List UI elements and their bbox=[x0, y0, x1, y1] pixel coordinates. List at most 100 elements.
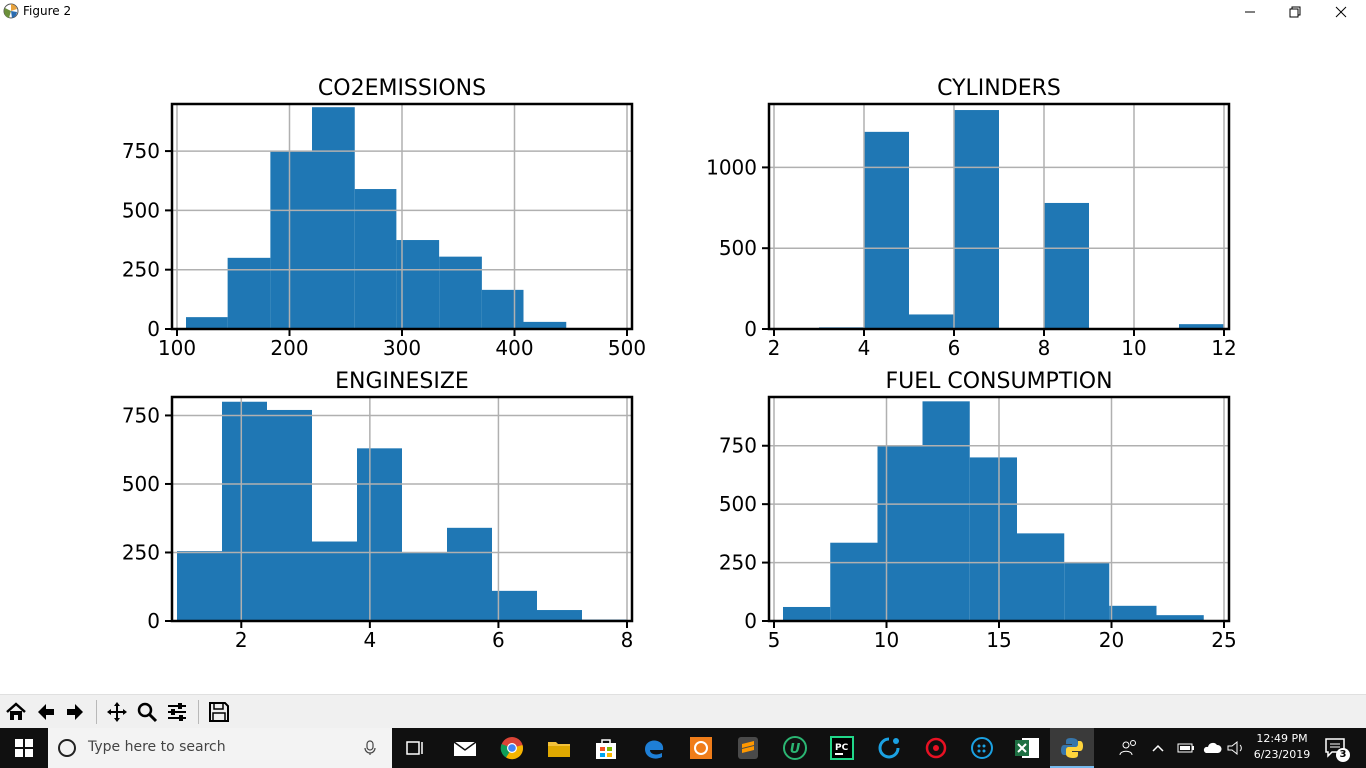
histogram-bar bbox=[396, 240, 440, 329]
y-tick-label: 0 bbox=[744, 317, 757, 341]
taskbar-sublime-text[interactable] bbox=[734, 734, 762, 762]
configure-subplots-button[interactable] bbox=[164, 699, 190, 725]
taskbar-chrome[interactable] bbox=[498, 734, 526, 762]
clock-date: 6/23/2019 bbox=[1253, 748, 1311, 761]
search-placeholder: Type here to search bbox=[88, 739, 226, 755]
people-button[interactable] bbox=[1115, 734, 1143, 762]
store-icon bbox=[596, 739, 616, 759]
people-icon bbox=[1119, 740, 1136, 756]
forward-button[interactable] bbox=[62, 699, 88, 725]
sync-app-icon bbox=[878, 737, 900, 759]
volume-tray[interactable] bbox=[1226, 734, 1246, 762]
histogram-bar bbox=[227, 257, 271, 329]
battery-tray[interactable] bbox=[1176, 734, 1196, 762]
y-tick-label: 500 bbox=[719, 236, 757, 260]
subplot-title: FUEL CONSUMPTION bbox=[885, 369, 1112, 394]
taskbar-app-blue-circle[interactable] bbox=[875, 734, 903, 762]
taskbar-excel[interactable] bbox=[1013, 734, 1041, 762]
taskbar-python-active[interactable] bbox=[1050, 728, 1094, 768]
x-tick-label: 8 bbox=[621, 628, 634, 652]
x-tick-label: 10 bbox=[874, 628, 899, 652]
save-icon bbox=[209, 702, 229, 722]
sublime-text-icon bbox=[738, 737, 758, 759]
taskbar-file-explorer[interactable] bbox=[545, 734, 573, 762]
histogram-bar bbox=[537, 610, 582, 621]
x-tick-label: 200 bbox=[270, 336, 308, 360]
subplot-title: CO2EMISSIONS bbox=[318, 76, 486, 101]
taskbar-app-red[interactable] bbox=[922, 734, 950, 762]
histogram-bar bbox=[909, 314, 954, 329]
x-tick-label: 8 bbox=[1038, 336, 1051, 360]
toolbar-separator bbox=[198, 700, 199, 724]
cloud-icon bbox=[1203, 742, 1222, 753]
x-tick-label: 12 bbox=[1211, 336, 1236, 360]
show-hidden-icons-button[interactable] bbox=[1150, 734, 1166, 762]
clock-time: 12:49 PM bbox=[1256, 732, 1308, 745]
taskbar-pycharm[interactable]: PC bbox=[828, 734, 856, 762]
svg-text:U: U bbox=[790, 742, 801, 757]
active-indicator bbox=[1050, 766, 1094, 768]
histogram-bar bbox=[523, 321, 567, 329]
minimize-button[interactable] bbox=[1227, 0, 1273, 24]
histogram-bar bbox=[830, 542, 878, 621]
y-tick-label: 750 bbox=[122, 139, 160, 163]
pycharm-icon: PC bbox=[830, 736, 854, 760]
histogram-bar bbox=[783, 606, 831, 621]
microphone-icon[interactable] bbox=[364, 740, 376, 756]
restore-button[interactable] bbox=[1272, 0, 1318, 24]
onedrive-tray[interactable] bbox=[1200, 734, 1224, 762]
histogram-bar bbox=[954, 110, 999, 329]
histogram-bar bbox=[222, 401, 267, 621]
x-tick-label: 25 bbox=[1211, 628, 1236, 652]
histogram-bar bbox=[969, 457, 1017, 621]
taskbar-app-dots[interactable] bbox=[968, 734, 996, 762]
notification-icon bbox=[1325, 738, 1345, 758]
histogram-bar bbox=[354, 189, 397, 329]
chevron-up-icon bbox=[1152, 744, 1164, 752]
task-view-button[interactable] bbox=[402, 734, 430, 762]
zoom-button[interactable] bbox=[134, 699, 160, 725]
histogram-bar bbox=[186, 317, 228, 329]
taskbar-edge[interactable] bbox=[640, 734, 668, 762]
histogram-bar bbox=[312, 541, 357, 621]
taskbar-store[interactable] bbox=[592, 734, 620, 762]
action-center-button[interactable]: 3 bbox=[1322, 734, 1350, 762]
taskbar-app-orange[interactable] bbox=[687, 734, 715, 762]
histogram-bar bbox=[877, 445, 923, 621]
histogram-bar bbox=[270, 151, 312, 329]
save-button[interactable] bbox=[206, 699, 232, 725]
y-tick-label: 500 bbox=[122, 198, 160, 222]
taskbar-clock[interactable]: 12:49 PM 6/23/2019 bbox=[1250, 731, 1314, 763]
taskbar-upwork[interactable]: U bbox=[781, 734, 809, 762]
x-tick-label: 10 bbox=[1121, 336, 1146, 360]
subplot-title: CYLINDERS bbox=[937, 76, 1061, 101]
back-arrow-icon bbox=[38, 704, 54, 720]
histogram-bar bbox=[402, 552, 447, 621]
figure-canvas[interactable]: 100 200 300 400 500 0 250 500 750 CO2EMISSIONS 2 4 6… bbox=[0, 24, 1366, 694]
zoom-icon bbox=[137, 702, 158, 723]
red-gear-app-icon bbox=[925, 737, 947, 759]
back-button[interactable] bbox=[33, 699, 59, 725]
histogram-bar bbox=[1017, 533, 1065, 621]
start-button[interactable] bbox=[0, 728, 48, 768]
notification-badge: 3 bbox=[1336, 748, 1350, 762]
home-button[interactable] bbox=[3, 699, 29, 725]
y-tick-label: 0 bbox=[147, 317, 160, 341]
matplotlib-app-icon bbox=[3, 3, 19, 19]
histogram-bar bbox=[177, 551, 222, 621]
taskbar-search-box[interactable]: Type here to search bbox=[48, 728, 392, 768]
pan-button[interactable] bbox=[104, 699, 130, 725]
mail-icon bbox=[453, 741, 477, 756]
histogram-bar bbox=[492, 590, 537, 621]
y-tick-label: 0 bbox=[147, 609, 160, 633]
y-tick-label: 0 bbox=[744, 609, 757, 633]
x-tick-label: 6 bbox=[948, 336, 961, 360]
y-tick-label: 500 bbox=[719, 492, 757, 516]
subplot-title: ENGINESIZE bbox=[335, 369, 469, 394]
folder-icon bbox=[548, 742, 570, 757]
python-icon bbox=[1061, 738, 1083, 758]
close-button[interactable] bbox=[1318, 0, 1364, 24]
edge-icon bbox=[645, 740, 664, 759]
taskbar-mail[interactable] bbox=[451, 734, 479, 762]
